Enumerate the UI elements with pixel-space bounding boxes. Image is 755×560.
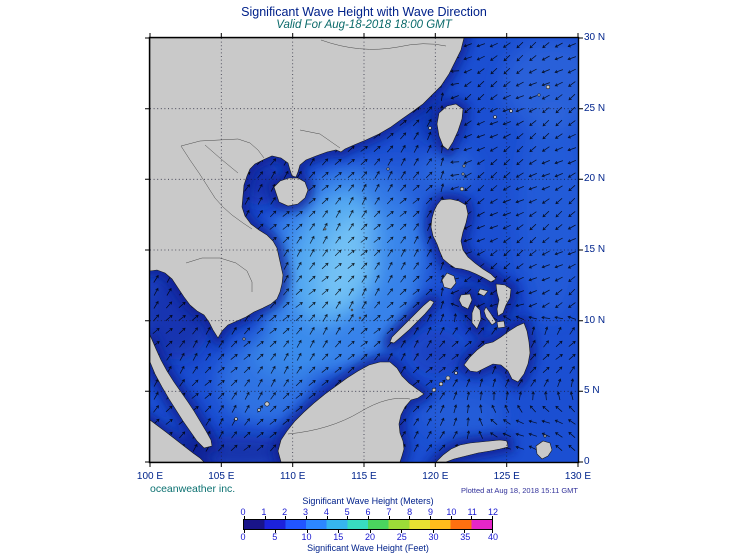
meters-tick-mark: [471, 516, 473, 519]
feet-tick-label: 10: [301, 532, 312, 542]
colorbar-meters-label: Significant Wave Height (Meters): [302, 496, 434, 506]
meters-tick-label: 10: [446, 507, 457, 517]
meters-tick-label: 0: [240, 507, 246, 517]
oceanweather-credit: oceanweather inc.: [150, 483, 236, 495]
land-masses: [150, 38, 553, 462]
feet-tick-mark: [338, 530, 340, 533]
meters-tick-mark: [306, 516, 307, 519]
lat-label-5n: 5 N: [584, 385, 600, 397]
colorbar-gradient-bar: [243, 516, 493, 533]
lon-label-110e: 110 E: [279, 471, 306, 482]
meters-tick-mark: [430, 516, 431, 519]
small-islands: [234, 84, 551, 438]
meters-tick-label: 9: [427, 507, 434, 517]
feet-tick-mark: [464, 530, 466, 533]
feet-tick-mark: [244, 530, 245, 533]
feet-tick-label: 35: [460, 532, 471, 542]
island-bohol: [496, 320, 506, 329]
feet-tick-label: 15: [333, 532, 344, 542]
lon-label-120e: 120 E: [422, 471, 449, 482]
meters-tick-mark: [347, 516, 349, 519]
meters-tick-mark: [264, 516, 266, 519]
feet-tick-mark: [492, 530, 493, 533]
meters-tick-label: 8: [407, 507, 413, 517]
lat-label-10n: 10 N: [584, 314, 606, 326]
meters-tick-label: 3: [302, 507, 309, 517]
meters-tick-mark: [388, 516, 390, 519]
valid-time-subtitle: Valid For Aug-18-2018 18:00 GMT: [276, 19, 452, 31]
feet-tick-mark: [275, 530, 277, 533]
lat-label-30n: 30 N: [584, 32, 606, 43]
meters-tick-label: 2: [282, 507, 288, 517]
lon-label-115e: 115 E: [351, 471, 377, 482]
lon-label-125e: 125 E: [493, 471, 520, 482]
lon-label-130e: 130 E: [564, 471, 592, 482]
meters-tick-label: 11: [467, 507, 477, 517]
meters-tick-mark: [409, 516, 411, 519]
colorbar-meters-tick-row: 0 1 2 3 4 5 6 7 8 9 10 11 12: [240, 507, 498, 518]
lat-label-0: 0: [584, 456, 590, 467]
meters-tick-mark: [368, 516, 369, 519]
feet-tick-mark: [306, 530, 308, 533]
feet-tick-label: 5: [272, 532, 278, 542]
feet-tick-mark: [369, 530, 371, 533]
plotted-timestamp: Plotted at Aug 18, 2018 15:11 GMT: [460, 486, 578, 495]
meters-tick-mark: [326, 516, 328, 519]
meters-tick-mark: [492, 516, 493, 519]
feet-tick-label: 25: [396, 532, 407, 542]
lat-label-20n: 20 N: [584, 173, 606, 185]
page-title: Significant Wave Height with Wave Direct…: [241, 5, 487, 19]
lat-label-25n: 25 N: [584, 102, 606, 114]
axis-tick-marks: [145, 33, 583, 467]
feet-tick-label: 0: [240, 532, 246, 542]
colorbar-feet-tick-row: 0 5 10 15 20 25 30 35 40: [240, 532, 498, 543]
map-area: [150, 38, 578, 462]
meters-tick-label: 5: [344, 507, 350, 517]
feet-tick-label: 20: [364, 532, 376, 542]
meters-tick-mark: [285, 516, 287, 519]
lat-label-15n: 15 N: [584, 244, 606, 255]
colorbar-feet-label: Significant Wave Height (Feet): [307, 543, 429, 553]
meters-tick-label: 12: [487, 507, 499, 517]
meters-tick-mark: [244, 516, 245, 519]
feet-tick-mark: [432, 530, 434, 533]
lon-label-105e: 105 E: [208, 471, 235, 482]
feet-tick-label: 40: [487, 532, 499, 542]
meters-tick-label: 1: [261, 507, 267, 517]
meters-tick-label: 7: [386, 507, 392, 517]
feet-tick-mark: [401, 530, 403, 533]
meters-tick-label: 4: [323, 507, 329, 517]
lon-label-100e: 100 E: [136, 471, 164, 482]
meters-tick-label: 6: [365, 507, 371, 517]
country-borders-and-rivers: [180, 39, 447, 435]
meters-tick-mark: [450, 516, 452, 519]
feet-tick-label: 30: [428, 532, 439, 542]
